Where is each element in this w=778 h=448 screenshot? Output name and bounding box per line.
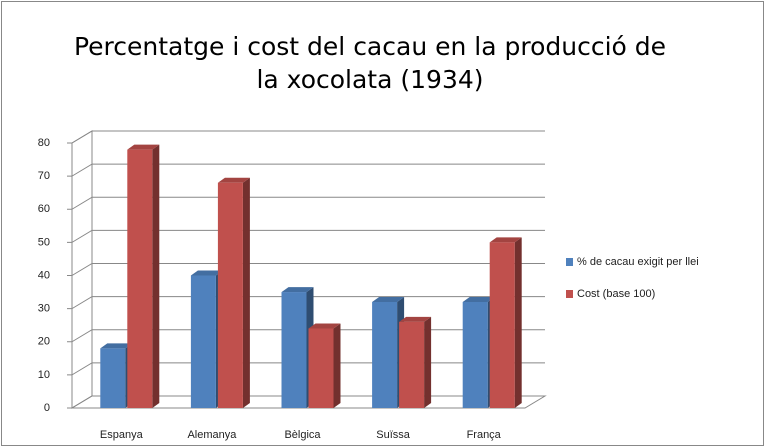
bar-top <box>190 270 223 276</box>
bar-top <box>281 287 314 293</box>
x-tick-label: Bèlgica <box>284 429 321 441</box>
x-tick-label: Espanya <box>100 429 144 441</box>
bar-top <box>399 316 432 322</box>
y-tick-label: 70 <box>38 170 50 182</box>
bar <box>281 292 307 408</box>
bar <box>217 182 243 408</box>
bar-top <box>308 323 341 329</box>
bar <box>489 242 515 408</box>
y-tick-label: 30 <box>38 303 50 315</box>
bar-top <box>127 144 160 150</box>
bar-top <box>489 237 522 243</box>
bar-top <box>100 343 133 349</box>
x-tick-label: França <box>467 429 502 441</box>
y-tick-label: 40 <box>38 269 50 281</box>
grid-line <box>71 229 545 243</box>
bar <box>399 321 425 408</box>
bar <box>190 275 216 408</box>
bar-top <box>372 297 405 302</box>
bar-side <box>424 316 432 408</box>
bar <box>127 149 153 408</box>
y-tick-label: 60 <box>38 203 50 215</box>
x-tick-label: Suïssa <box>376 429 411 441</box>
bar-side <box>242 177 250 408</box>
y-tick-label: 10 <box>38 369 50 381</box>
bar-side <box>514 237 522 408</box>
y-tick-label: 0 <box>44 402 50 414</box>
bar-side <box>333 323 341 408</box>
y-tick-label: 80 <box>38 137 50 149</box>
legend-swatch <box>566 290 573 298</box>
bar <box>308 328 334 408</box>
bar <box>372 302 398 408</box>
grid-line <box>71 296 545 310</box>
grid-line <box>71 130 545 144</box>
y-tick-label: 20 <box>38 336 50 348</box>
grid-line <box>71 196 545 210</box>
bar-top <box>462 297 495 302</box>
y-tick-label: 50 <box>38 236 50 248</box>
grid-line <box>71 163 545 177</box>
legend-swatch <box>566 258 573 266</box>
legend-label: Cost (base 100) <box>577 288 655 300</box>
x-tick-label: Alemanya <box>187 429 237 441</box>
bar <box>100 348 126 408</box>
chart-title: Percentatge i cost del cacau en la produ… <box>73 32 667 94</box>
bar-side <box>152 144 160 408</box>
grid-line <box>71 263 545 276</box>
legend-label: % de cacau exigit per llei <box>577 256 699 268</box>
bar-top <box>217 177 250 183</box>
bar <box>462 302 488 408</box>
